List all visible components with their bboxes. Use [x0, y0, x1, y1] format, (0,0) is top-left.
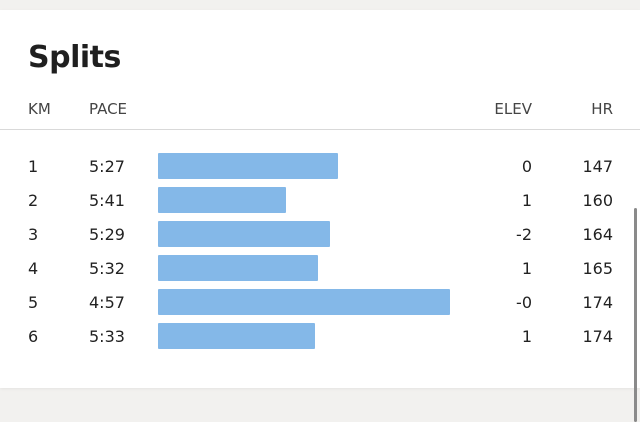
split-hr: 165 [582, 259, 613, 278]
column-header-km: KM [28, 100, 51, 118]
split-km: 3 [28, 225, 39, 244]
header-divider [0, 129, 640, 130]
split-row: 3 5:29 -2 164 [0, 219, 640, 253]
split-km: 1 [28, 157, 39, 176]
splits-header-row: KM PACE ELEV HR [0, 96, 640, 132]
split-row: 6 5:33 1 174 [0, 321, 640, 355]
split-row: 1 5:27 0 147 [0, 151, 640, 185]
split-hr: 174 [582, 293, 613, 312]
split-elev: 1 [521, 259, 532, 278]
split-elev: 1 [521, 191, 532, 210]
split-elev: -0 [516, 293, 532, 312]
split-pace: 5:32 [89, 259, 125, 278]
split-hr: 147 [582, 157, 613, 176]
split-row: 4 5:32 1 165 [0, 253, 640, 287]
split-elev: 1 [521, 327, 532, 346]
vertical-scrollbar[interactable] [634, 208, 637, 422]
split-pace: 4:57 [89, 293, 125, 312]
pace-bar [158, 221, 330, 247]
pace-bar [158, 153, 338, 179]
split-pace: 5:29 [89, 225, 125, 244]
split-pace: 5:33 [89, 327, 125, 346]
pace-bar [158, 187, 286, 213]
split-row: 5 4:57 -0 174 [0, 287, 640, 321]
split-km: 4 [28, 259, 39, 278]
split-km: 5 [28, 293, 39, 312]
pace-bar [158, 289, 450, 315]
split-elev: -2 [516, 225, 532, 244]
column-header-pace: PACE [89, 100, 128, 118]
splits-card: Splits KM PACE ELEV HR 1 5:27 0 147 2 5:… [0, 10, 640, 388]
split-pace: 5:27 [89, 157, 125, 176]
column-header-hr: HR [591, 100, 613, 118]
column-header-elev: ELEV [494, 100, 532, 118]
splits-list: 1 5:27 0 147 2 5:41 1 160 3 5:29 -2 1 6 4 … [0, 151, 640, 355]
split-pace: 5:41 [89, 191, 125, 210]
split-km: 2 [28, 191, 39, 210]
split-elev: 0 [521, 157, 532, 176]
split-hr: 164 [582, 225, 613, 244]
pace-bar [158, 323, 315, 349]
split-row: 2 5:41 1 160 [0, 185, 640, 219]
splits-title: Splits [28, 40, 121, 75]
pace-bar [158, 255, 318, 281]
split-hr: 174 [582, 327, 613, 346]
split-km: 6 [28, 327, 39, 346]
split-hr: 160 [582, 191, 613, 210]
